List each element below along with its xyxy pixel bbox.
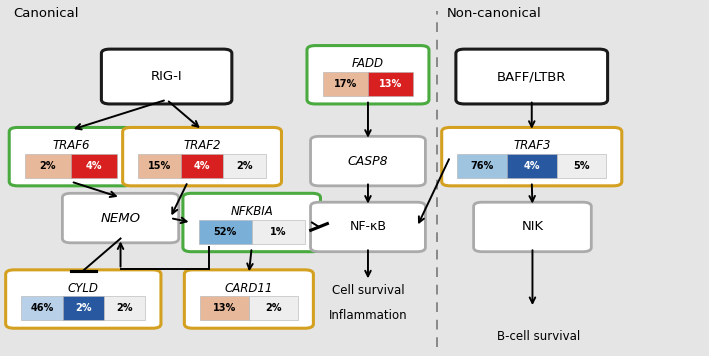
FancyBboxPatch shape bbox=[62, 297, 104, 320]
Text: 15%: 15% bbox=[148, 161, 171, 171]
Text: TRAF3: TRAF3 bbox=[513, 139, 550, 152]
FancyBboxPatch shape bbox=[104, 297, 145, 320]
FancyBboxPatch shape bbox=[368, 72, 413, 96]
Text: FADD: FADD bbox=[352, 57, 384, 70]
Text: 4%: 4% bbox=[523, 161, 540, 171]
Text: Canonical: Canonical bbox=[13, 7, 78, 20]
FancyBboxPatch shape bbox=[311, 136, 425, 186]
FancyBboxPatch shape bbox=[184, 270, 313, 328]
Text: NF-κB: NF-κB bbox=[350, 220, 386, 234]
FancyBboxPatch shape bbox=[557, 154, 606, 178]
Text: CASP8: CASP8 bbox=[347, 155, 389, 168]
FancyBboxPatch shape bbox=[223, 154, 266, 178]
Text: 13%: 13% bbox=[379, 79, 402, 89]
Text: 2%: 2% bbox=[265, 303, 281, 313]
Text: NIK: NIK bbox=[521, 220, 544, 234]
FancyBboxPatch shape bbox=[323, 72, 368, 96]
Text: NFKBIA: NFKBIA bbox=[230, 205, 273, 218]
FancyBboxPatch shape bbox=[25, 154, 71, 178]
FancyBboxPatch shape bbox=[181, 154, 223, 178]
Text: 17%: 17% bbox=[334, 79, 357, 89]
FancyBboxPatch shape bbox=[457, 154, 507, 178]
FancyBboxPatch shape bbox=[252, 220, 305, 244]
Text: B-cell survival: B-cell survival bbox=[497, 330, 581, 343]
Text: 13%: 13% bbox=[213, 303, 236, 313]
FancyBboxPatch shape bbox=[474, 202, 591, 252]
FancyBboxPatch shape bbox=[9, 127, 133, 186]
FancyBboxPatch shape bbox=[307, 46, 429, 104]
FancyBboxPatch shape bbox=[456, 49, 608, 104]
Text: 2%: 2% bbox=[75, 303, 91, 313]
FancyBboxPatch shape bbox=[21, 297, 62, 320]
Text: 4%: 4% bbox=[194, 161, 211, 171]
FancyBboxPatch shape bbox=[507, 154, 557, 178]
Text: 5%: 5% bbox=[573, 161, 590, 171]
FancyBboxPatch shape bbox=[442, 127, 622, 186]
Text: TRAF6: TRAF6 bbox=[52, 139, 89, 152]
Text: 76%: 76% bbox=[471, 161, 493, 171]
Text: CARD11: CARD11 bbox=[225, 282, 273, 294]
FancyBboxPatch shape bbox=[101, 49, 232, 104]
FancyBboxPatch shape bbox=[62, 193, 179, 243]
Text: 46%: 46% bbox=[30, 303, 54, 313]
Text: Non-canonical: Non-canonical bbox=[447, 7, 542, 20]
FancyBboxPatch shape bbox=[199, 220, 252, 244]
FancyBboxPatch shape bbox=[311, 202, 425, 252]
Text: 52%: 52% bbox=[213, 227, 237, 237]
Text: RIG-I: RIG-I bbox=[151, 70, 182, 83]
FancyBboxPatch shape bbox=[6, 270, 161, 328]
FancyBboxPatch shape bbox=[249, 297, 298, 320]
Text: 2%: 2% bbox=[40, 161, 56, 171]
FancyBboxPatch shape bbox=[71, 154, 117, 178]
FancyBboxPatch shape bbox=[138, 154, 181, 178]
Text: 2%: 2% bbox=[236, 161, 253, 171]
FancyBboxPatch shape bbox=[123, 127, 281, 186]
Text: TRAF2: TRAF2 bbox=[184, 139, 220, 152]
Text: 2%: 2% bbox=[116, 303, 133, 313]
Text: Inflammation: Inflammation bbox=[330, 309, 408, 321]
Text: 4%: 4% bbox=[86, 161, 102, 171]
Text: NEMO: NEMO bbox=[101, 211, 140, 225]
FancyBboxPatch shape bbox=[200, 297, 249, 320]
Text: 1%: 1% bbox=[270, 227, 286, 237]
Text: Cell survival: Cell survival bbox=[333, 284, 405, 297]
FancyBboxPatch shape bbox=[183, 193, 320, 252]
Text: CYLD: CYLD bbox=[68, 282, 99, 294]
Text: BAFF/LTBR: BAFF/LTBR bbox=[497, 70, 566, 83]
